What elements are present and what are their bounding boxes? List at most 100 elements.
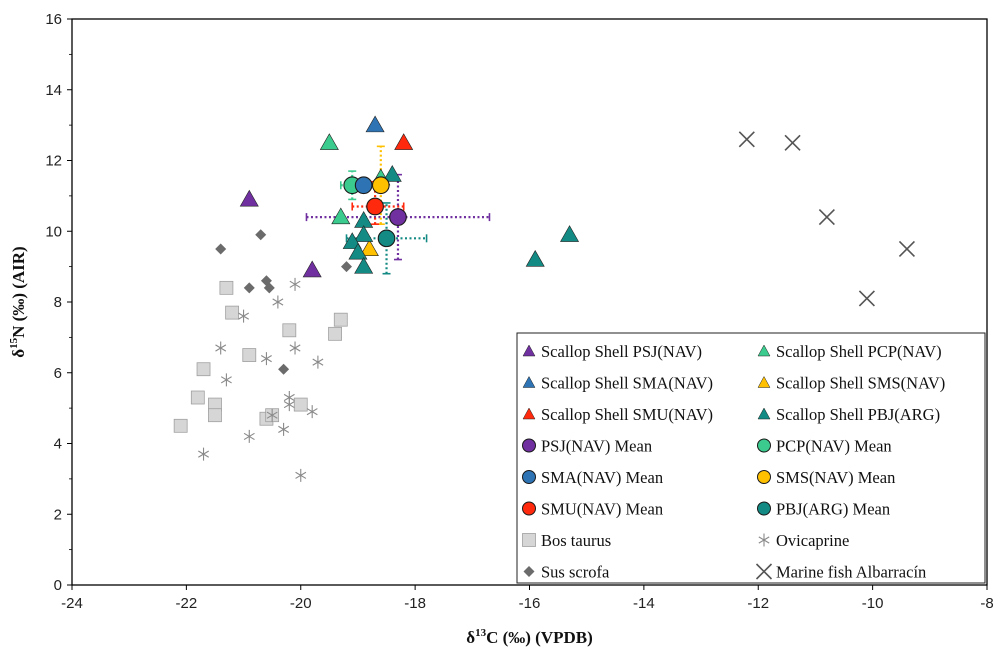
point-scallop-shell-pbj-arg [382,165,402,182]
legend-label-scallop-shell-pbj-arg: Scallop Shell PBJ(ARG) [776,405,940,424]
point-marine-fish-albarrac-n [818,209,835,226]
legend-marker-scallop-shell-sms-nav [757,375,771,388]
point-ovicaprine [278,422,290,436]
mean-psj-nav-mean [389,208,407,226]
point-marine-fish-albarrac-n [858,290,875,307]
point-ovicaprine [215,341,227,355]
legend-marker-pcp-nav-mean [757,438,771,453]
x-tick-label: -22 [176,595,198,612]
point-bos-taurus [208,408,222,423]
legend-marker-scallop-shell-sma-nav [522,375,536,388]
point-ovicaprine [272,295,284,309]
legend-label-marine-fish-albarrac-n: Marine fish Albarracín [776,563,926,582]
legend-marker-scallop-shell-pbj-arg [757,407,771,420]
legend-label-pbj-arg-mean: PBJ(ARG) Mean [776,500,890,519]
y-axis-title: δ15N (‰) (AIR) [8,246,28,357]
legend-label-sus-scrofa: Sus scrofa [541,563,610,582]
point-sus-scrofa [215,243,227,255]
point-scallop-shell-pbj-arg [354,225,374,242]
point-scallop-shell-sma-nav [365,115,385,133]
y-tick-label: 12 [45,153,62,170]
x-tick-label: -24 [61,595,83,612]
point-ovicaprine [243,429,255,443]
point-bos-taurus [225,305,240,320]
legend-marker-marine-fish-albarrac-n [755,563,773,580]
point-sus-scrofa [341,261,352,273]
point-scallop-shell-pcp-nav [331,207,351,225]
point-bos-taurus [196,362,211,377]
point-ovicaprine [266,408,278,422]
legend: Scallop Shell PSJ(NAV) Scallop Shell PCP(… [516,332,986,584]
legend-label-psj-nav-mean: PSJ(NAV) Mean [541,437,652,456]
point-ovicaprine [289,277,301,291]
data-points [173,115,916,482]
legend-label-ovicaprine: Ovicaprine [776,531,849,550]
axis-ticks: -24 -22 -20 -18 -16 -14 -12 -10 -8 0 2 4 6 8 10 12 14 16 [45,11,993,612]
mean-markers [343,176,407,248]
mean-smu-nav-mean [366,197,384,216]
x-tick-label: -18 [404,595,426,612]
point-sus-scrofa [278,363,290,375]
legend-marker-scallop-shell-psj-nav [522,344,536,357]
point-sus-scrofa [255,229,267,241]
legend-marker-pbj-arg-mean [757,501,771,516]
point-ovicaprine [260,352,272,366]
legend-label-scallop-shell-smu-nav: Scallop Shell SMU(NAV) [541,405,713,424]
legend-marker-psj-nav-mean [522,438,536,453]
point-scallop-shell-pbj-arg [342,232,362,249]
y-tick-label: 2 [54,506,62,523]
legend-label-sms-nav-mean: SMS(NAV) Mean [776,468,895,487]
legend-marker-scallop-shell-pcp-nav [757,344,771,357]
y-tick-label: 14 [45,82,62,99]
legend-label-smu-nav-mean: SMU(NAV) Mean [541,500,663,519]
mean-sms-nav-mean [371,176,390,195]
mean-sma-nav-mean [354,176,373,195]
point-ovicaprine [289,341,301,355]
point-scallop-shell-pbj-arg [348,242,368,260]
x-tick-label: -12 [747,595,769,612]
point-scallop-shell-pbj-arg [560,225,580,242]
point-bos-taurus [328,326,342,341]
point-bos-taurus [219,280,234,295]
legend-label-scallop-shell-pcp-nav: Scallop Shell PCP(NAV) [776,342,942,361]
legend-label-scallop-shell-psj-nav: Scallop Shell PSJ(NAV) [541,342,702,361]
legend-marker-sms-nav-mean [757,470,771,484]
y-tick-label: 8 [54,294,62,311]
point-scallop-shell-pbj-arg [525,249,545,267]
legend-marker-scallop-shell-smu-nav [522,407,536,420]
legend-label-scallop-shell-sms-nav: Scallop Shell SMS(NAV) [776,374,945,393]
point-bos-taurus [242,348,257,362]
point-scallop-shell-sms-nav [359,239,379,256]
legend-label-scallop-shell-sma-nav: Scallop Shell SMA(NAV) [541,374,713,393]
point-scallop-shell-smu-nav [394,133,414,150]
point-marine-fish-albarrac-n [738,131,755,148]
point-bos-taurus [173,418,188,433]
x-tick-label: -8 [980,595,993,612]
legend-label-bos-taurus: Bos taurus [541,531,611,550]
legend-marker-sma-nav-mean [522,470,536,484]
point-sus-scrofa [263,282,275,294]
point-bos-taurus [293,397,308,412]
legend-label-pcp-nav-mean: PCP(NAV) Mean [776,437,892,456]
point-scallop-shell-psj-nav [239,189,259,207]
mean-pbj-arg-mean [377,229,396,248]
legend-marker-bos-taurus [522,533,536,547]
point-bos-taurus [190,390,205,405]
x-tick-label: -20 [290,595,312,612]
point-ovicaprine [220,373,232,387]
point-ovicaprine [238,309,250,323]
legend-box [516,332,986,584]
point-ovicaprine [295,468,307,482]
point-scallop-shell-psj-nav [302,260,322,278]
point-marine-fish-albarrac-n [784,134,801,151]
legend-marker-sus-scrofa [523,566,535,577]
point-bos-taurus [282,323,297,338]
x-axis-title: δ13C (‰) (VPDB) [466,627,593,647]
point-marine-fish-albarrac-n [898,240,916,258]
legend-label-sma-nav-mean: SMA(NAV) Mean [541,468,663,487]
point-bos-taurus [333,312,348,327]
x-tick-label: -10 [862,595,884,612]
y-tick-label: 0 [54,577,62,594]
legend-marker-smu-nav-mean [522,501,536,516]
